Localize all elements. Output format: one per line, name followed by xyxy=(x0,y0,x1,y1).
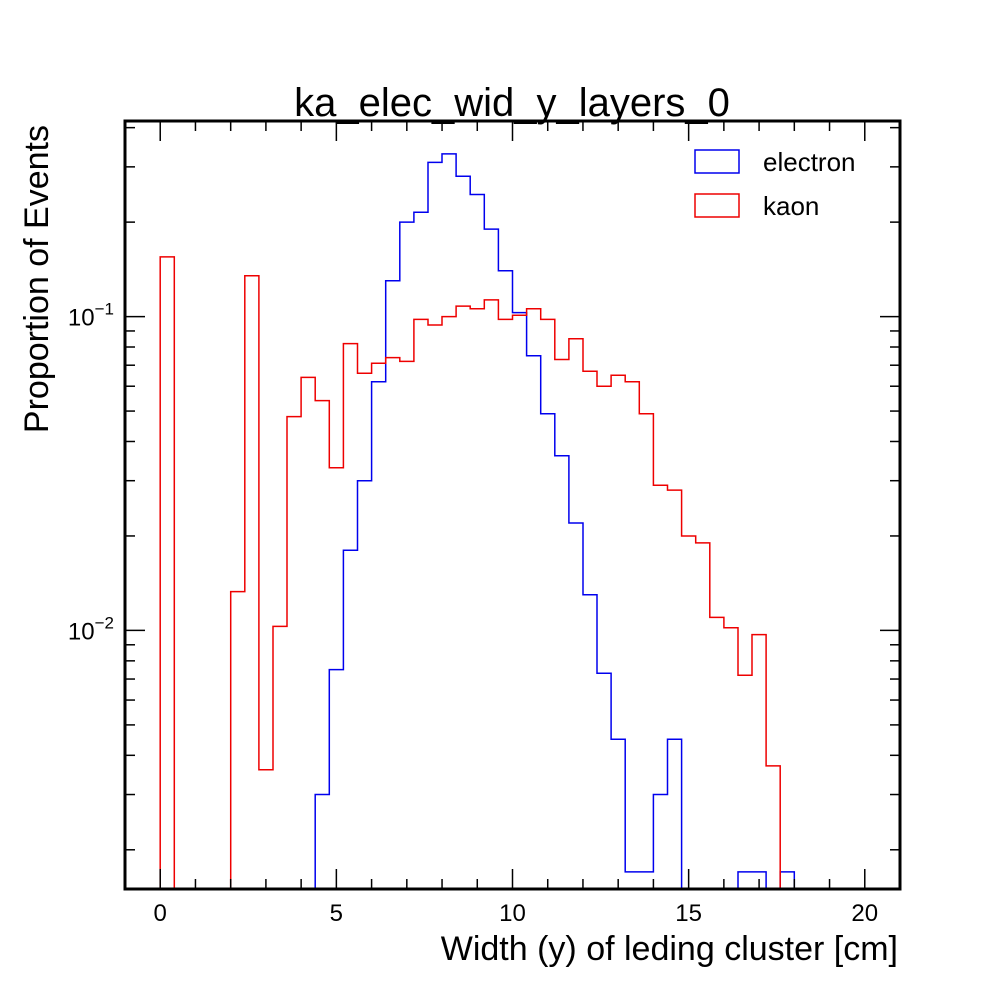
bin-kaon-22 xyxy=(470,309,484,889)
bin-electron-18 xyxy=(569,523,583,889)
bin-electron-17 xyxy=(555,456,569,889)
legend-swatch-kaon xyxy=(694,193,740,218)
series-electron xyxy=(314,153,796,889)
x-axis-label: Width (y) of leding cluster [cm] xyxy=(441,930,898,968)
bin-electron-23 xyxy=(639,872,653,889)
bin-electron-11 xyxy=(470,194,484,889)
bin-kaon-11 xyxy=(315,401,329,889)
bin-kaon-43 xyxy=(766,766,780,889)
bin-electron-2 xyxy=(343,550,357,889)
bin-kaon-8 xyxy=(273,626,287,889)
chart-title: ka_elec_wid_y_layers_0 xyxy=(294,81,730,125)
bin-electron-33 xyxy=(780,872,794,889)
x-tick-label: 10 xyxy=(499,900,526,927)
bin-electron-8 xyxy=(428,162,442,889)
bin-kaon-24 xyxy=(498,319,512,889)
bin-kaon-0 xyxy=(160,257,174,889)
bin-electron-14 xyxy=(513,313,527,889)
bin-electron-25 xyxy=(668,739,682,889)
bin-electron-19 xyxy=(583,595,597,889)
bin-kaon-30 xyxy=(583,371,597,889)
plot-frame xyxy=(123,119,902,891)
bin-electron-13 xyxy=(498,271,512,889)
bin-kaon-16 xyxy=(386,358,400,889)
bin-electron-10 xyxy=(456,176,470,889)
bin-kaon-27 xyxy=(541,319,555,889)
bin-electron-22 xyxy=(625,872,639,889)
x-tick-label: 0 xyxy=(154,900,167,927)
bin-kaon-41 xyxy=(738,675,752,889)
legend-label-electron: electron xyxy=(763,147,856,177)
bin-kaon-5 xyxy=(231,592,245,889)
bin-kaon-26 xyxy=(527,309,541,889)
bin-electron-21 xyxy=(611,739,625,889)
bin-electron-15 xyxy=(527,356,541,889)
bin-kaon-29 xyxy=(569,339,583,889)
bin-kaon-40 xyxy=(724,628,738,889)
bin-kaon-42 xyxy=(752,635,766,889)
bin-kaon-19 xyxy=(428,325,442,889)
x-tick-label: 5 xyxy=(330,900,343,927)
legend: electron kaon xyxy=(694,147,856,221)
series-layer xyxy=(159,153,796,889)
bin-kaon-7 xyxy=(259,770,273,889)
series-line-kaon xyxy=(159,256,781,889)
x-tick-label: 20 xyxy=(851,900,878,927)
bin-kaon-21 xyxy=(456,306,470,889)
x-tick-labels: 0 5 10 15 20 xyxy=(154,900,879,927)
bin-kaon-28 xyxy=(555,359,569,889)
bin-kaon-9 xyxy=(287,417,301,889)
legend-label-kaon: kaon xyxy=(763,191,819,221)
bin-electron-9 xyxy=(442,154,456,889)
bin-electron-5 xyxy=(386,281,400,889)
bin-kaon-32 xyxy=(611,375,625,889)
bin-electron-4 xyxy=(372,382,386,889)
bin-kaon-37 xyxy=(682,536,696,889)
bin-kaon-17 xyxy=(400,361,414,889)
series-kaon xyxy=(159,256,781,889)
bin-electron-16 xyxy=(541,414,555,889)
bin-electron-30 xyxy=(738,872,752,889)
bin-kaon-34 xyxy=(639,414,653,889)
bin-electron-1 xyxy=(329,670,343,889)
bin-electron-0 xyxy=(315,795,329,889)
tick-layer xyxy=(124,121,901,889)
bin-electron-6 xyxy=(400,222,414,889)
bin-kaon-38 xyxy=(696,543,710,889)
bin-kaon-14 xyxy=(358,373,372,889)
x-tick-label: 15 xyxy=(675,900,702,927)
bin-electron-12 xyxy=(484,229,498,889)
bin-kaon-12 xyxy=(329,468,343,889)
bin-kaon-20 xyxy=(442,317,456,889)
bin-kaon-35 xyxy=(653,485,667,889)
bin-electron-24 xyxy=(653,795,667,889)
bin-kaon-18 xyxy=(414,319,428,889)
bin-electron-20 xyxy=(597,673,611,889)
bin-kaon-39 xyxy=(710,617,724,889)
bin-electron-7 xyxy=(414,212,428,889)
bin-kaon-25 xyxy=(513,315,527,889)
bin-kaon-10 xyxy=(301,377,315,889)
bin-kaon-36 xyxy=(668,490,682,889)
legend-swatch-electron xyxy=(694,149,740,174)
bin-kaon-6 xyxy=(245,276,259,889)
bin-kaon-31 xyxy=(597,386,611,889)
bin-kaon-23 xyxy=(484,300,498,889)
bin-kaon-15 xyxy=(372,363,386,889)
y-tick-label: 10−2 xyxy=(68,613,114,645)
y-axis-label: Proportion of Events xyxy=(18,125,56,433)
series-line-electron xyxy=(314,153,796,889)
bin-kaon-13 xyxy=(343,344,357,889)
y-tick-label: 10−1 xyxy=(68,300,114,332)
y-tick-labels: 10−1 10−2 xyxy=(68,300,114,646)
bin-kaon-33 xyxy=(625,382,639,889)
bin-electron-3 xyxy=(358,481,372,889)
